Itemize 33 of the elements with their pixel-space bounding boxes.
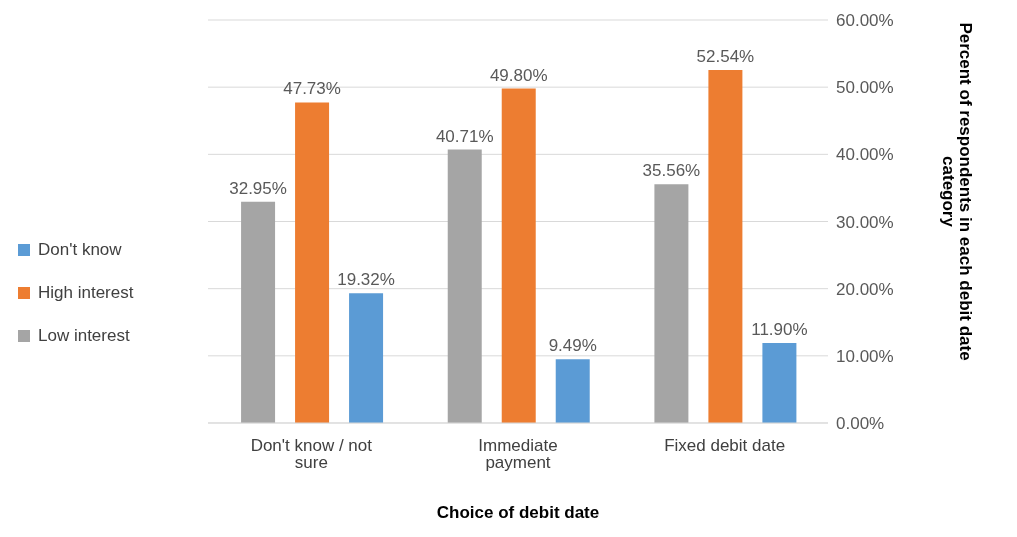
bar xyxy=(349,293,384,423)
y-tick-label: 50.00% xyxy=(836,78,894,98)
bar xyxy=(241,201,276,423)
x-axis-title: Choice of debit date xyxy=(436,503,600,522)
y-tick-label: 60.00% xyxy=(836,11,894,31)
y-tick-label: 0.00% xyxy=(836,414,885,434)
x-tick-label: Don't know / not sure xyxy=(250,436,373,473)
bar xyxy=(295,102,330,423)
y-tick-label: 10.00% xyxy=(836,346,894,366)
x-tick-label: Fixed debit date xyxy=(664,436,786,456)
data-label: 40.71% xyxy=(435,126,494,146)
legend-label: Don't know xyxy=(38,239,122,260)
legend-label: Low interest xyxy=(38,325,130,346)
bar xyxy=(762,343,797,423)
y-tick-label: 30.00% xyxy=(836,212,894,232)
bar xyxy=(555,359,590,423)
y-tick-label: 40.00% xyxy=(836,145,894,165)
y-axis-title: Percent of respondents in each debit date category xyxy=(939,22,976,361)
bar xyxy=(708,70,743,423)
data-label: 47.73% xyxy=(283,79,341,99)
x-tick-label: Immediate payment xyxy=(478,436,558,473)
bar xyxy=(447,149,482,423)
data-label: 35.56% xyxy=(642,161,701,181)
data-label: 19.32% xyxy=(337,270,395,290)
bar xyxy=(654,184,689,423)
data-label: 52.54% xyxy=(696,47,755,67)
data-label: 49.80% xyxy=(489,65,548,85)
y-tick-label: 20.00% xyxy=(836,279,894,299)
legend-label: High interest xyxy=(38,282,134,303)
data-label: 9.49% xyxy=(548,336,597,356)
bar xyxy=(501,88,536,423)
data-label: 32.95% xyxy=(229,178,287,198)
data-label: 11.90% xyxy=(751,320,808,340)
